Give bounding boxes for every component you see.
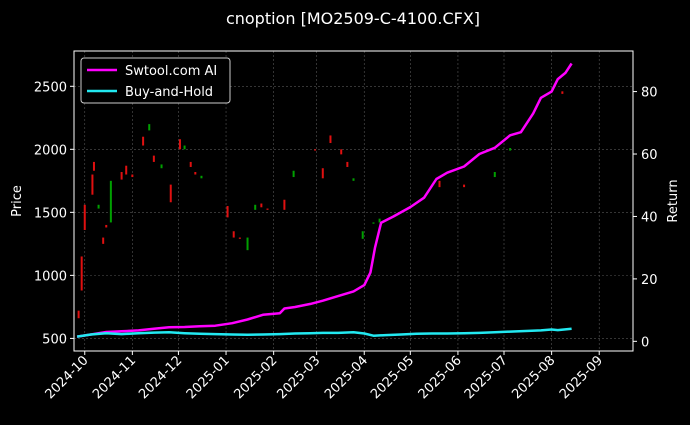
candle xyxy=(148,124,151,131)
candle xyxy=(105,224,108,228)
candle xyxy=(438,180,441,188)
grid-layer xyxy=(74,51,633,351)
candle xyxy=(493,172,496,178)
legend-label-buy-hold: Buy-and-Hold xyxy=(125,85,213,100)
candle xyxy=(283,199,286,210)
candle xyxy=(92,161,95,171)
y2-tick-label: 80 xyxy=(641,86,658,101)
candle xyxy=(378,218,381,223)
y2-tick-label: 60 xyxy=(641,148,658,163)
y-tick-label: 1000 xyxy=(34,269,67,284)
candle xyxy=(266,208,269,210)
candle xyxy=(361,231,364,239)
y2-tick-label: 40 xyxy=(641,210,658,225)
candle xyxy=(226,206,229,218)
candle xyxy=(183,145,186,150)
legend-label-strategy: Swtool.com AI xyxy=(125,64,217,79)
candle xyxy=(200,175,203,179)
y-tick-label: 500 xyxy=(42,332,67,347)
candle xyxy=(329,135,332,144)
candle xyxy=(189,161,192,167)
candle xyxy=(142,136,145,146)
candle xyxy=(120,172,123,180)
candle xyxy=(292,170,295,178)
candle xyxy=(346,161,349,167)
legend: Swtool.com AI Buy-and-Hold xyxy=(80,57,231,104)
candle xyxy=(254,204,257,210)
candle xyxy=(102,237,105,244)
candle xyxy=(352,178,355,181)
candle xyxy=(463,184,466,188)
series-line-buy-hold xyxy=(76,327,572,338)
candle xyxy=(83,204,86,230)
candle xyxy=(178,139,181,150)
chart-title: cnoption [MO2509-C-4100.CFX] xyxy=(226,9,480,28)
candle-layer xyxy=(77,91,564,319)
candle xyxy=(169,184,172,203)
series-line-strategy xyxy=(76,62,573,338)
y-tick-label: 2500 xyxy=(34,80,67,95)
candle xyxy=(152,155,155,162)
candle xyxy=(109,180,112,223)
y-tick-label: 1500 xyxy=(34,206,67,221)
plot-frame xyxy=(73,50,634,352)
candle xyxy=(314,149,317,151)
candle xyxy=(238,237,241,239)
y2-axis-label: Return xyxy=(666,179,681,222)
candle xyxy=(125,165,128,175)
candle xyxy=(80,256,83,291)
legend-box xyxy=(80,57,231,104)
candle xyxy=(561,91,564,94)
candle xyxy=(321,168,324,179)
series-layer xyxy=(76,62,573,338)
candle xyxy=(194,172,197,175)
y-axis-label: Price xyxy=(10,185,25,217)
y-tick-label: 2000 xyxy=(34,143,67,158)
candle xyxy=(340,149,343,155)
candle xyxy=(232,231,235,238)
y2-tick-label: 20 xyxy=(641,273,658,288)
candle xyxy=(260,203,263,208)
y2-tick-label: 0 xyxy=(641,335,649,350)
candle xyxy=(91,174,94,195)
candle xyxy=(97,204,100,209)
candle xyxy=(509,148,512,151)
candle xyxy=(77,310,80,319)
candle xyxy=(372,222,375,224)
candle xyxy=(160,164,163,169)
candle xyxy=(246,237,249,251)
candle xyxy=(131,174,134,178)
